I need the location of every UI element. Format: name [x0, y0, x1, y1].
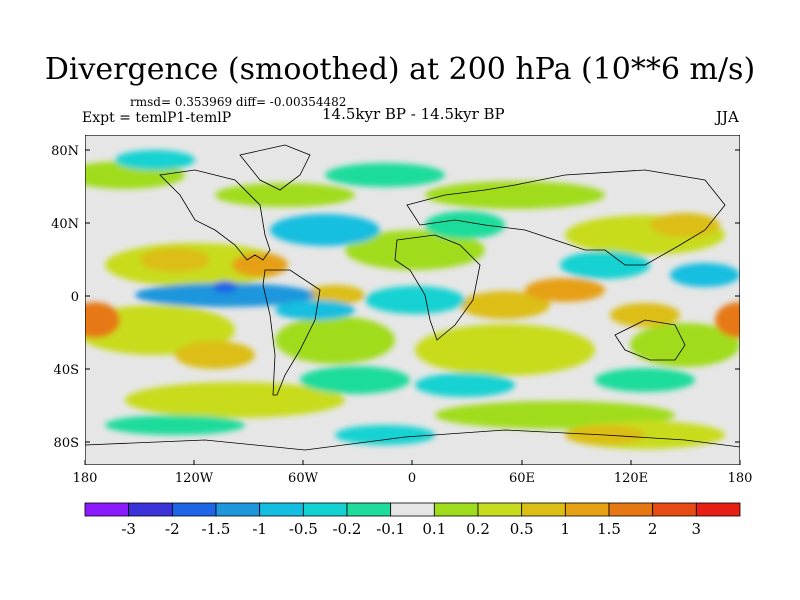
- colorbar-swatch: [84, 502, 130, 517]
- colorbar-label: 3: [692, 520, 702, 538]
- colorbar-label: 0.1: [422, 520, 446, 538]
- colorbar-swatch: [433, 502, 479, 517]
- lon-label: 180: [73, 471, 98, 486]
- lon-label: 60E: [509, 471, 535, 486]
- colorbar-label: 1: [561, 520, 571, 538]
- lon-label: 120E: [614, 471, 648, 486]
- colorbar-swatch: [346, 502, 392, 517]
- lat-label: 80S: [54, 436, 79, 451]
- colorbar-label: -1.5: [202, 520, 231, 538]
- lat-label: 0: [71, 290, 79, 305]
- stats-line: rmsd= 0.353969 diff= -0.00354482: [130, 95, 347, 109]
- experiment-label: Expt = temlP1-temlP: [82, 110, 232, 126]
- plot-title: Divergence (smoothed) at 200 hPa (10**6 …: [44, 52, 756, 87]
- colorbar-label: 0.2: [466, 520, 490, 538]
- colorbar-swatch: [521, 502, 566, 517]
- season-label: JJA: [716, 108, 739, 126]
- colorbar-swatch: [695, 502, 741, 517]
- colorbar-label: -0.1: [376, 520, 405, 538]
- colorbar-label: 2: [648, 520, 658, 538]
- colorbar-swatch: [302, 502, 348, 517]
- lat-label: 40N: [51, 217, 79, 232]
- divergence-field: [85, 150, 740, 449]
- lat-label: 80N: [51, 144, 79, 159]
- lon-label: 0: [408, 471, 416, 486]
- colorbar-swatch: [390, 502, 435, 517]
- period-label: 14.5kyr BP - 14.5kyr BP: [322, 105, 505, 123]
- colorbar-swatch: [259, 502, 304, 517]
- colorbar-label: -0.5: [289, 520, 318, 538]
- divergence-map: [85, 135, 740, 465]
- colorbar-swatch: [171, 502, 217, 517]
- colorbar-label: 0.5: [510, 520, 534, 538]
- coastlines: [85, 144, 740, 451]
- colorbar-swatch: [128, 502, 173, 517]
- colorbar-label: -1: [252, 520, 267, 538]
- colorbar-label: -2: [165, 520, 180, 538]
- colorbar-swatch: [477, 502, 523, 517]
- colorbar-label: -0.2: [333, 520, 362, 538]
- lon-label: 120W: [175, 471, 214, 486]
- lat-label: 40S: [54, 363, 79, 378]
- colorbar-swatch: [608, 502, 654, 517]
- colorbar-label: -3: [121, 520, 136, 538]
- colorbar-swatch: [652, 502, 697, 517]
- lon-label: 180: [728, 471, 753, 486]
- colorbar-label: 1.5: [597, 520, 621, 538]
- colorbar-swatch: [215, 502, 261, 517]
- lon-label: 60W: [288, 471, 319, 486]
- colorbar-swatch: [564, 502, 610, 517]
